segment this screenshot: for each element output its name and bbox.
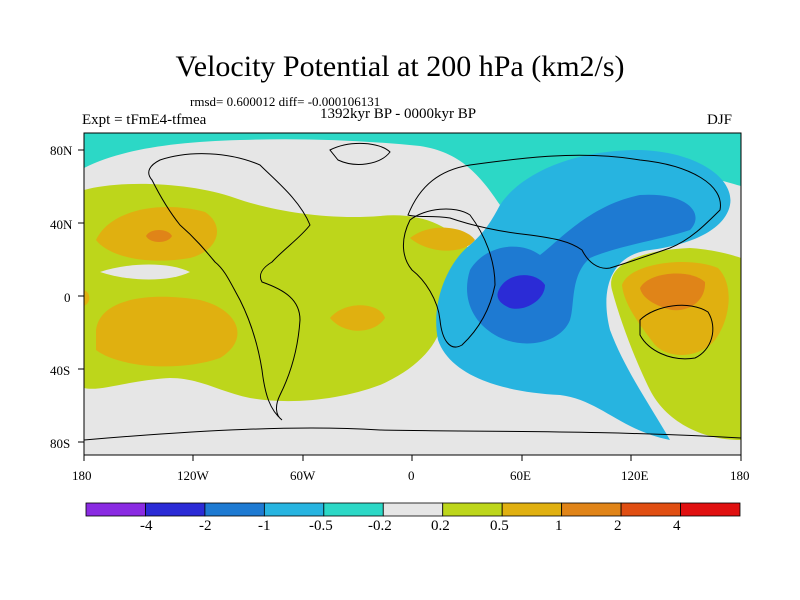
colorbar-label-minus4: -4 [140, 518, 153, 534]
lon-label-60w: 60W [290, 468, 316, 483]
colorbar-swatch [442, 502, 503, 517]
colorbar-swatch [382, 502, 444, 517]
colorbar-swatch [323, 502, 384, 517]
colorbar-label-0-5: 0.5 [490, 518, 509, 534]
colorbar-label-minus2: -2 [199, 518, 212, 534]
period-label: 1392kyr BP - 0000kyr BP [320, 106, 477, 122]
contour-dark-orange-north-pacific [146, 230, 172, 242]
colorbar-swatch [263, 502, 325, 517]
lon-label-180e: 180 [730, 468, 750, 483]
colorbar-swatch [501, 502, 563, 517]
colorbar-swatch [204, 502, 265, 517]
coastline-greenland [329, 142, 391, 165]
colorbar-swatch [561, 502, 622, 517]
coastline-eurasia [407, 154, 721, 269]
lon-label-60e: 60E [510, 468, 531, 483]
colorbar-swatch [145, 502, 206, 517]
contour-orange-north-africa [410, 227, 475, 251]
contour-orange-west-edge [84, 290, 90, 306]
coastline-australia [639, 304, 714, 360]
lat-label-80s: 80S [50, 436, 71, 451]
contour-orange-south-pacific [96, 296, 238, 367]
colorbar-swatch [620, 502, 681, 517]
colorbar-label-1: 1 [555, 518, 563, 534]
colorbar [85, 502, 741, 517]
colorbar-swatch [85, 502, 146, 517]
lon-label-120w: 120W [177, 468, 209, 483]
coastline-antarctica [84, 427, 741, 441]
lat-label-80n: 80N [50, 143, 73, 158]
map-title: Velocity Potential at 200 hPa (km2/s) [175, 50, 625, 83]
contour-darkblue-indian-ocean [497, 275, 545, 309]
lon-label-180w: 180 [72, 468, 92, 483]
contour-dark-orange-maritime [640, 273, 706, 311]
coastline-africa [403, 208, 496, 348]
colorbar-label-minus1: -1 [258, 518, 271, 534]
contour-field [84, 133, 741, 455]
contour-grey-lens [100, 264, 190, 280]
experiment-label: Expt = tFmE4-tfmea [82, 112, 207, 128]
colorbar-label-0-2: 0.2 [431, 518, 450, 534]
coastline-americas [148, 153, 311, 421]
rmsd-diff-stats: rmsd= 0.600012 diff= -0.000106131 [190, 94, 381, 109]
colorbar-label-minus0-2: -0.2 [368, 518, 392, 534]
colorbar-label-2: 2 [614, 518, 622, 534]
colorbar-label-minus0-5: -0.5 [309, 518, 333, 534]
lat-label-40s: 40S [50, 363, 71, 378]
colorbar-label-4: 4 [673, 518, 681, 534]
lon-label-0: 0 [408, 468, 415, 483]
colorbar-swatch [680, 502, 741, 517]
lat-label-equator: 0 [64, 290, 71, 305]
contour-teal-north [84, 133, 741, 205]
lon-ticks [83, 455, 742, 461]
lat-ticks [78, 149, 84, 443]
lat-label-40n: 40N [50, 217, 73, 232]
coastlines [84, 142, 741, 441]
lon-label-120e: 120E [621, 468, 649, 483]
contour-orange-south-atlantic [330, 305, 385, 331]
season-label: DJF [707, 112, 733, 128]
